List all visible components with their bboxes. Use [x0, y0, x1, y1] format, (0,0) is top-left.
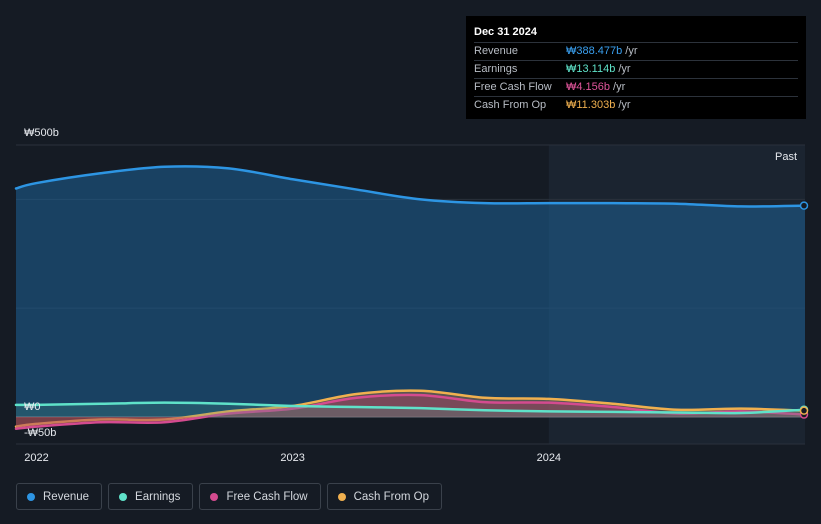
free-cash-flow-area	[16, 394, 805, 429]
chart-area: ₩500b ₩0 -₩50b 2022 2023 2024 Past	[14, 127, 809, 464]
tooltip-value: ₩4.156b	[566, 81, 611, 93]
tooltip-row-cash-from-op: Cash From Op ₩11.303b /yr	[474, 97, 798, 114]
x-tick-label: 2022	[24, 452, 48, 464]
legend-label: Free Cash Flow	[226, 490, 308, 503]
legend-label: Cash From Op	[353, 490, 430, 503]
legend-label: Revenue	[43, 490, 90, 503]
earnings-area	[16, 402, 805, 417]
legend-dot-icon	[210, 492, 219, 501]
revenue-end-marker	[799, 201, 809, 210]
tooltip-date: Dec 31 2024	[474, 24, 798, 43]
chart-legend: Revenue Earnings Free Cash Flow Cash Fro…	[16, 483, 443, 510]
tooltip-unit: /yr	[618, 63, 631, 75]
tooltip-unit: /yr	[625, 45, 638, 57]
legend-label: Earnings	[135, 490, 181, 503]
legend-item-earnings[interactable]: Earnings	[108, 483, 194, 510]
earnings-line	[14, 401, 807, 415]
tooltip-value: ₩388.477b	[566, 45, 623, 57]
tooltip-label: Free Cash Flow	[474, 81, 552, 93]
x-tick-label: 2024	[537, 452, 561, 464]
tooltip-row-revenue: Revenue ₩388.477b /yr	[474, 43, 798, 61]
tooltip-label: Cash From Op	[474, 99, 547, 111]
tooltip-label: Earnings	[474, 63, 518, 75]
legend-item-revenue[interactable]: Revenue	[16, 483, 103, 510]
tooltip-label: Revenue	[474, 45, 519, 57]
legend-dot-icon	[337, 492, 346, 501]
y-tick-label: -₩50b	[24, 427, 56, 439]
tooltip-value: ₩11.303b	[566, 99, 616, 111]
tooltip-row-free-cash-flow: Free Cash Flow ₩4.156b /yr	[474, 79, 798, 97]
past-label: Past	[775, 151, 797, 163]
tooltip-row-earnings: Earnings ₩13.114b /yr	[474, 61, 798, 79]
cash-from-op-end-marker	[799, 406, 809, 415]
x-tick-label: 2023	[280, 452, 304, 464]
tooltip-unit: /yr	[618, 99, 631, 111]
y-tick-label: ₩0	[24, 401, 41, 413]
y-tick-label: ₩500b	[24, 127, 59, 139]
data-tooltip: Dec 31 2024 Revenue ₩388.477b /yr Earnin…	[466, 16, 806, 119]
tooltip-value: ₩13.114b	[566, 63, 616, 75]
revenue-line	[14, 165, 807, 208]
legend-dot-icon	[27, 492, 35, 501]
legend-dot-icon	[119, 492, 128, 501]
legend-item-free-cash-flow[interactable]: Free Cash Flow	[199, 483, 321, 510]
tooltip-unit: /yr	[613, 81, 626, 93]
revenue-area	[16, 166, 805, 417]
legend-item-cash-from-op[interactable]: Cash From Op	[326, 483, 443, 510]
cash-from-op-line	[14, 389, 807, 428]
